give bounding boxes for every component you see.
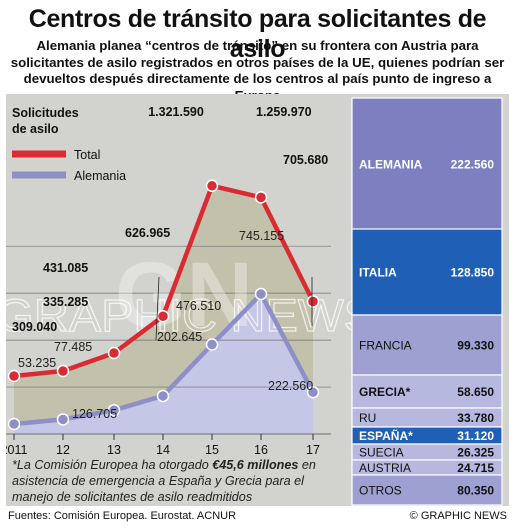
bar-value-label: 222.560 <box>451 158 495 172</box>
bar-value-label: 58.650 <box>457 385 494 399</box>
x-tick-label: 13 <box>107 443 121 457</box>
bar-value-label: 99.330 <box>457 339 494 353</box>
bar <box>351 314 503 376</box>
bar-category-label: ESPAÑA* <box>359 428 413 443</box>
legend-label-alemania: Alemania <box>74 169 126 183</box>
chart-title-line2: de asilo <box>12 122 59 136</box>
point-alemania <box>56 413 70 426</box>
x-tick-label: 16 <box>254 443 268 457</box>
data-label-alemania: 476.510 <box>176 299 221 313</box>
x-tick-label: 15 <box>205 443 219 457</box>
bar-category-label: GRECIA* <box>359 385 411 399</box>
data-label-alemania: 53.235 <box>18 356 56 370</box>
data-label-alemania: 126.705 <box>72 407 117 421</box>
footnote-text: *La Comisión Europea ha otorgado <box>12 458 213 472</box>
point-alemania <box>7 417 21 431</box>
area-total <box>14 185 313 424</box>
x-tick-label: 14 <box>156 443 170 457</box>
data-label-total: 1.259.970 <box>256 105 312 119</box>
point-total <box>205 179 219 193</box>
data-label-total: 1.321.590 <box>148 105 204 119</box>
bar-value-label: 80.350 <box>457 484 494 498</box>
point-total <box>7 369 21 383</box>
point-alemania <box>254 287 268 301</box>
footnote: *La Comisión Europea ha otorgado €45,6 m… <box>12 457 332 505</box>
point-total <box>254 191 268 204</box>
bar-category-label: AUSTRIA <box>359 461 411 475</box>
bar-value-label: 24.715 <box>457 461 494 475</box>
data-label-total: 309.040 <box>12 320 57 334</box>
data-label-total: 431.085 <box>43 261 88 275</box>
x-tick-label: 12 <box>56 443 70 457</box>
bar <box>351 97 503 231</box>
point-total <box>156 310 170 323</box>
data-label-alemania: 202.645 <box>157 330 202 344</box>
bar <box>351 228 503 316</box>
bar-category-label: ITALIA <box>359 266 397 280</box>
data-label-alemania: 222.560 <box>268 379 313 393</box>
bar-category-label: FRANCIA <box>359 339 412 353</box>
bar-category-label: OTROS <box>359 484 402 498</box>
point-alemania <box>205 338 219 351</box>
bar-value-label: 33.780 <box>457 411 494 425</box>
point-total <box>56 364 70 378</box>
point-alemania <box>156 389 170 403</box>
x-tick-label: 2011 <box>6 443 27 457</box>
footnote-text-end: en asistencia de emergencia a España y G… <box>12 458 316 504</box>
data-label-total: 626.965 <box>125 226 170 240</box>
data-label-total: 335.285 <box>43 295 88 309</box>
label-leader <box>155 276 160 341</box>
data-label-alemania: 77.485 <box>54 340 92 354</box>
bar-category-label: RU <box>359 411 376 425</box>
data-label-alemania: 745.155 <box>239 229 284 243</box>
bar-value-label: 128.850 <box>451 266 495 280</box>
bar <box>351 474 503 506</box>
chart-title-line1: Solicitudes <box>12 106 79 120</box>
area-alemania <box>14 294 313 434</box>
bar-value-label: 26.325 <box>457 446 494 460</box>
bar <box>351 374 503 409</box>
copyright: © GRAPHIC NEWS <box>409 510 507 522</box>
legend-label-total: Total <box>74 148 100 162</box>
x-tick-label: 17 <box>306 443 320 457</box>
bar-value-label: 31.120 <box>457 429 494 443</box>
point-alemania <box>107 403 121 417</box>
chart-svg: 2011121314151617GNGRAPHIC NEWS309.040335… <box>6 97 503 506</box>
point-total <box>306 295 320 308</box>
chart-panel: 2011121314151617GNGRAPHIC NEWS309.040335… <box>6 94 509 506</box>
bar-category-label: SUECIA <box>359 446 404 460</box>
data-label-total: 705.680 <box>283 153 328 167</box>
bar-category-label: ALEMANIA <box>359 158 423 172</box>
footnote-amount: €45,6 millones <box>212 458 299 472</box>
page-title: Centros de tránsito para solicitantes de… <box>28 5 487 63</box>
source-credit: Fuentes: Comisión Europea. Eurostat. ACN… <box>8 510 237 522</box>
point-total <box>107 346 121 360</box>
point-alemania <box>306 385 320 399</box>
